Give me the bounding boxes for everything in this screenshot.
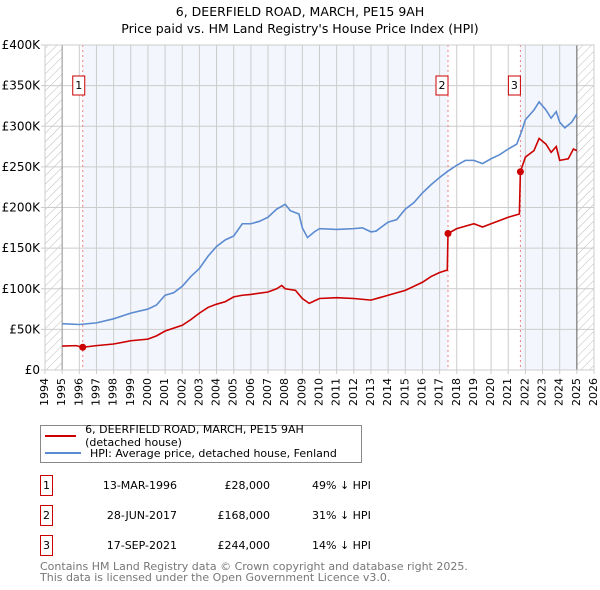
transaction-date: 17-SEP-2021	[106, 539, 177, 552]
chart-subtitle: Price paid vs. HM Land Registry's House …	[121, 21, 479, 36]
y-tick-label: £50K	[9, 322, 41, 336]
legend-item-hpi: HPI: Average price, detached house, Fenl…	[45, 446, 337, 460]
x-tick-label: 2018	[450, 378, 463, 406]
transaction-hpi: 31% ↓ HPI	[312, 509, 371, 522]
x-tick-label: 2002	[175, 378, 188, 406]
y-tick-label: £150K	[2, 241, 42, 255]
x-tick-label: 2012	[347, 378, 360, 406]
x-tick-label: 2019	[467, 378, 480, 406]
transaction-price: £244,000	[217, 539, 271, 552]
series-line	[62, 137, 578, 349]
y-tick-label: £350K	[2, 79, 42, 93]
x-tick-label: 2020	[484, 378, 497, 406]
transaction-price: £168,000	[217, 509, 271, 522]
x-tick-label: 2017	[433, 378, 446, 406]
x-tick-label: 2006	[244, 378, 257, 406]
sale-point	[444, 230, 452, 237]
legend: 6, DEERFIELD ROAD, MARCH, PE15 9AH (deta…	[40, 423, 362, 463]
x-tick-label: 2007	[261, 378, 274, 406]
legend-swatch-blue	[45, 452, 81, 454]
x-tick-label: 2024	[553, 378, 566, 406]
x-tick-label: 1998	[107, 378, 120, 406]
y-tick-label: £400K	[2, 38, 42, 52]
y-tick-label: £300K	[2, 119, 42, 133]
price-chart: 1994 1995 1996 1997 1998 1999 2000 2001 2002 2003…	[2, 38, 600, 406]
x-tick-label: 2005	[227, 378, 240, 406]
x-tick-label: 1997	[89, 378, 102, 406]
sale-point	[79, 343, 87, 351]
footer-copyright: Contains HM Land Registry data © Crown c…	[40, 560, 468, 573]
series-line	[62, 100, 578, 326]
y-tick-label: £250K	[2, 160, 42, 174]
x-tick-label: 2014	[381, 378, 394, 406]
transaction-price: £28,000	[224, 479, 271, 492]
x-tick-label: 2004	[210, 378, 223, 406]
x-tick-label: 2008	[278, 378, 291, 406]
x-tick-label: 2021	[501, 378, 514, 406]
x-tick-label: 2025	[570, 378, 583, 406]
x-tick-label: 2023	[536, 378, 549, 406]
annotation-box	[72, 75, 86, 96]
legend-label: 6, DEERFIELD ROAD, MARCH, PE15 9AH (deta…	[85, 423, 304, 449]
x-tick-label: 2022	[518, 378, 531, 406]
x-tick-label: 2001	[158, 378, 171, 406]
annotation-box	[507, 75, 521, 96]
x-tick-label: 2011	[330, 378, 343, 406]
legend-swatch-red	[45, 435, 77, 437]
annotation-label: 2	[439, 79, 446, 92]
y-tick-label: £0	[25, 363, 40, 377]
x-tick-label: 2003	[192, 378, 205, 406]
legend-label: HPI: Average price, detached house, Fenl…	[90, 446, 337, 460]
y-tick-label: £100K	[2, 282, 42, 296]
transaction-hpi: 14% ↓ HPI	[312, 539, 371, 552]
annotation-label: 3	[511, 79, 518, 92]
transaction-number: 3	[40, 535, 53, 556]
x-tick-label: 1995	[55, 378, 68, 406]
transaction-date: 13-MAR-1996	[102, 479, 177, 492]
annotation-label: 1	[75, 79, 82, 92]
transaction-hpi: 49% ↓ HPI	[312, 479, 371, 492]
plot-border	[44, 44, 595, 371]
x-tick-label: 2013	[364, 378, 377, 406]
x-tick-label: 1996	[72, 378, 85, 406]
x-tick-label: 2010	[313, 378, 326, 406]
x-tick-label: 1994	[38, 378, 51, 406]
transaction-row: 3 17-SEP-2021 £244,000 14% ↓ HPI	[40, 535, 440, 556]
transaction-row: 1 13-MAR-1996 £28,000 49% ↓ HPI	[40, 475, 440, 496]
sale-point	[516, 168, 524, 176]
transaction-number: 1	[40, 475, 53, 496]
chart-title: 6, DEERFIELD ROAD, MARCH, PE15 9AH	[175, 4, 425, 19]
x-tick-label: 2026	[587, 378, 600, 406]
footer-licence: This data is licensed under the Open Gov…	[40, 571, 391, 584]
y-tick-label: £200K	[2, 201, 42, 215]
transaction-date: 28-JUN-2017	[106, 509, 177, 522]
x-tick-label: 2000	[141, 378, 154, 406]
transaction-number: 2	[40, 505, 53, 526]
x-tick-label: 2009	[295, 378, 308, 406]
legend-item-property: 6, DEERFIELD ROAD, MARCH, PE15 9AH (deta…	[45, 423, 361, 449]
transaction-row: 2 28-JUN-2017 £168,000 31% ↓ HPI	[40, 505, 440, 526]
x-tick-label: 2015	[398, 378, 411, 406]
annotation-box	[435, 75, 449, 96]
x-tick-label: 2016	[415, 378, 428, 406]
x-tick-label: 1999	[124, 378, 137, 406]
